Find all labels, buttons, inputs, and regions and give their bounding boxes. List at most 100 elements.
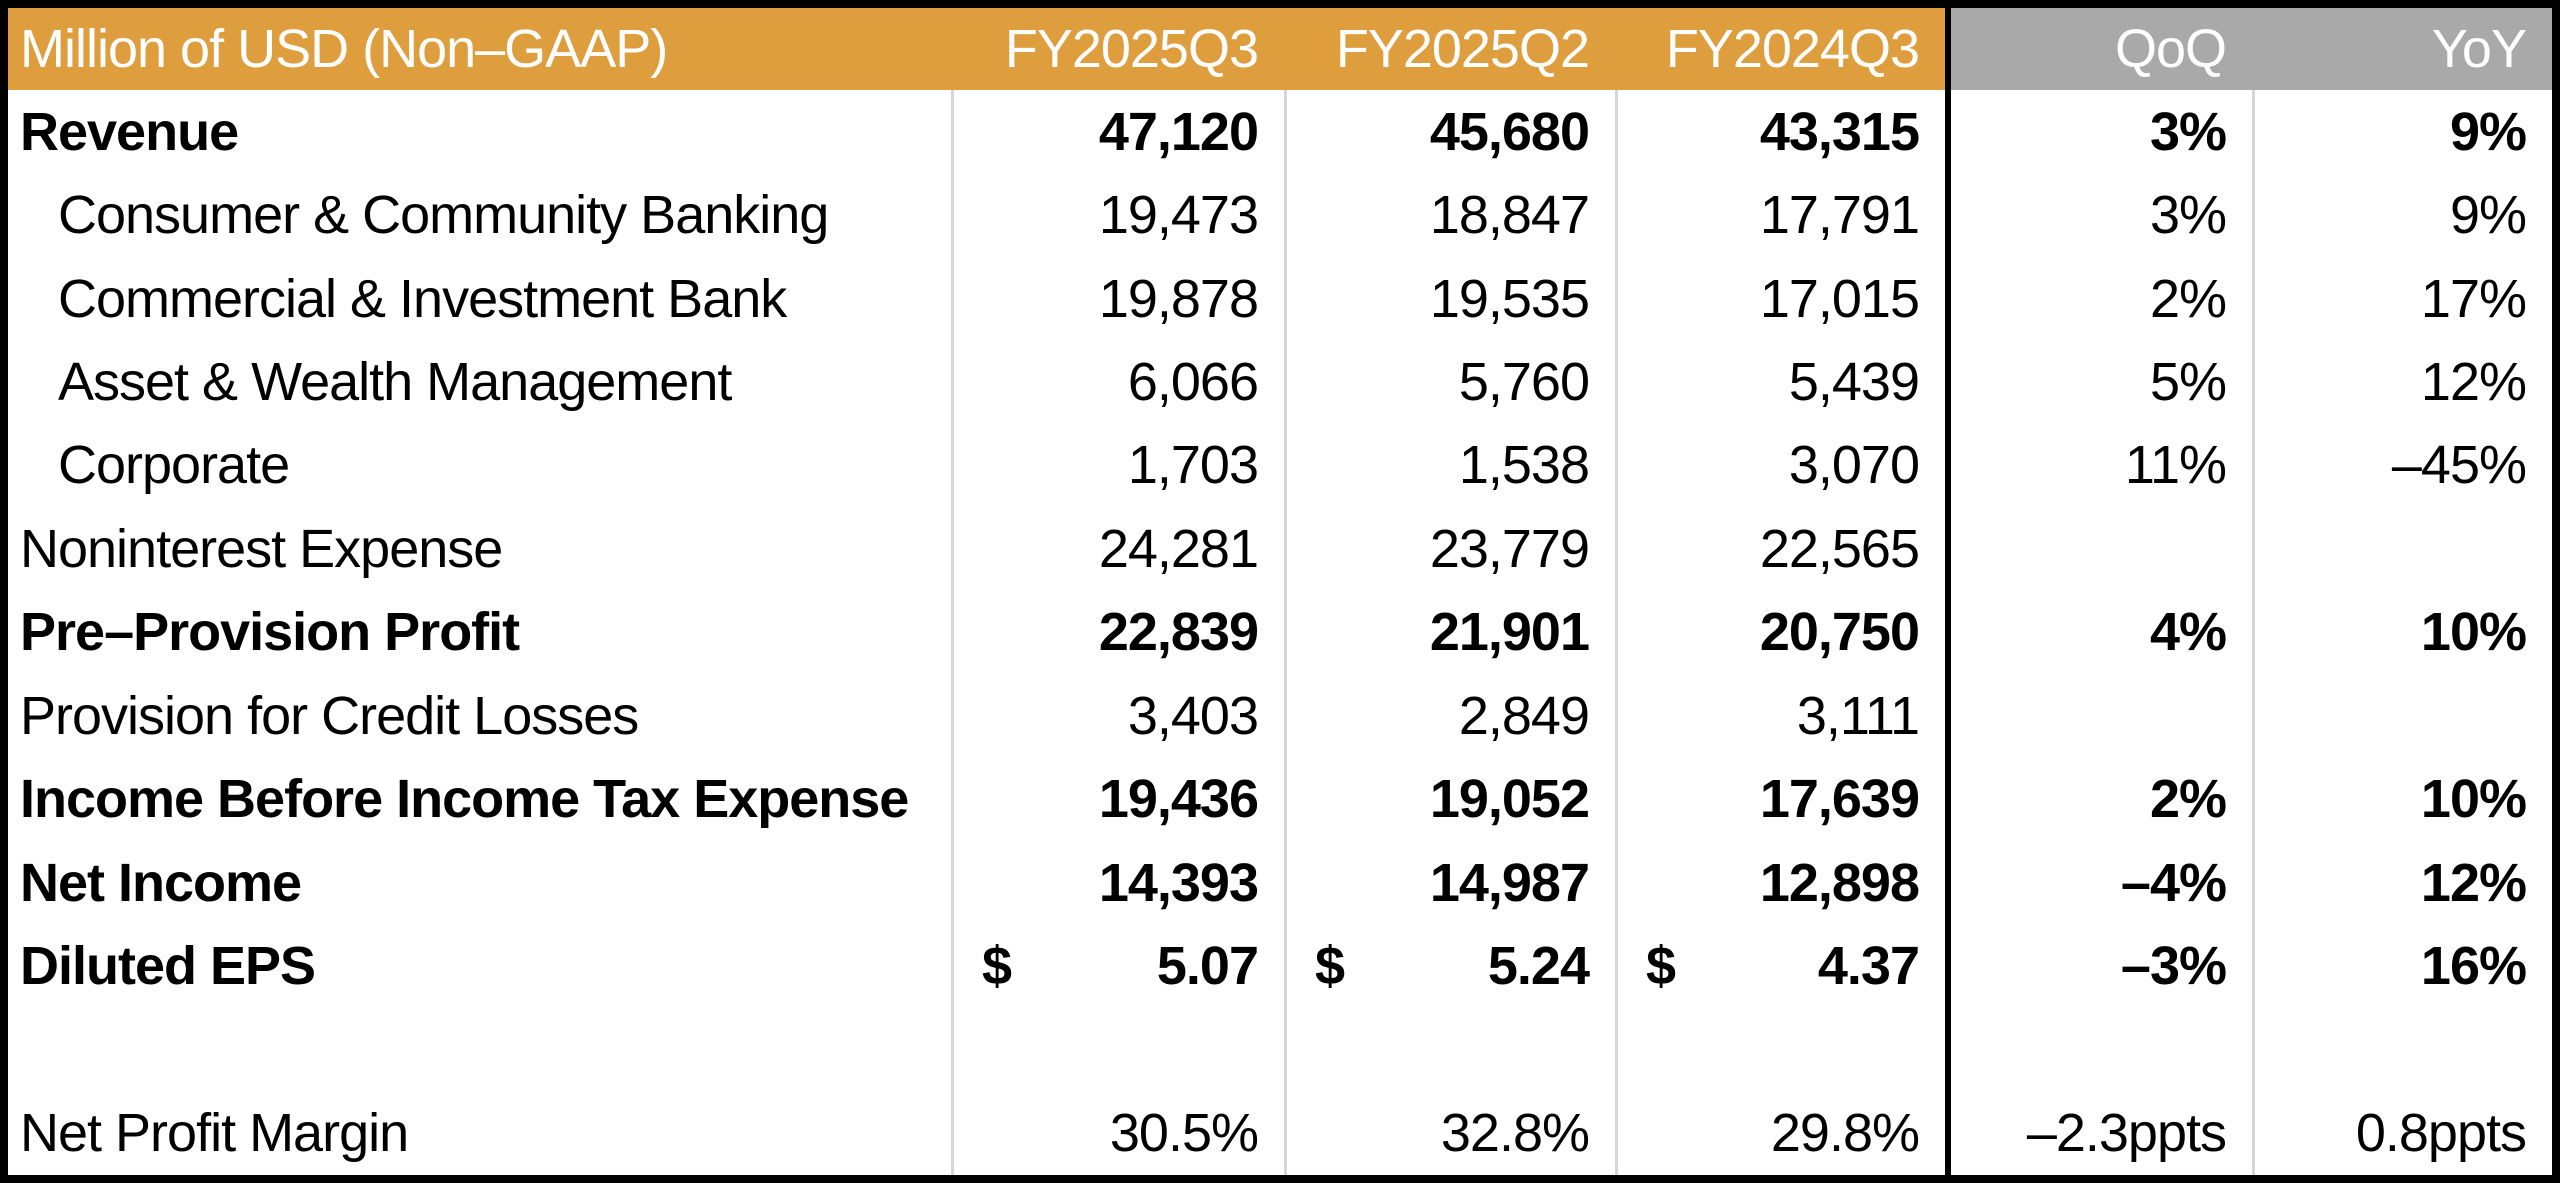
cell-fy2025q2: 5,760 [1284,340,1615,424]
row-label: Commercial & Investment Bank [58,268,787,329]
cell-fy2024q3: 3,111 [1615,674,1945,758]
row-label: Diluted EPS [20,936,316,997]
dollar-sign: $ [1315,936,1345,997]
cell-yoy: 10% [2252,590,2552,675]
cell-fy2025q3: 19,878 [951,256,1284,341]
table-row: Income Before Income Tax Expense 19,436 19… [8,757,2552,841]
header-yoy: YoY [2252,8,2552,90]
row-label: Net Profit Margin [20,1102,409,1163]
cell-fy2024q3: $4.37 [1615,924,1945,1008]
row-label: Corporate [58,435,290,496]
cell-value: 5.07 [1156,936,1259,997]
cell-yoy: 17% [2252,256,2552,341]
cell-fy2024q3: 12,898 [1615,840,1945,925]
cell-qoq [1945,507,2252,591]
row-label [8,1008,951,1091]
cell-value: 4.37 [1817,936,1920,997]
cell-fy2025q3: 1,703 [951,423,1284,508]
header-fy2024q3: FY2024Q3 [1615,8,1945,90]
cell-fy2025q2: 21,901 [1284,590,1615,675]
dollar-sign: $ [982,936,1012,997]
cell-fy2025q2: 19,052 [1284,757,1615,841]
cell-yoy [2252,674,2552,758]
cell-fy2025q3: 24,281 [951,507,1284,591]
table-row: Consumer & Community Banking 19,473 18,847… [8,173,2552,257]
cell-fy2025q3: 19,436 [951,757,1284,841]
cell-fy2025q2: 32.8% [1284,1091,1615,1175]
row-label: Consumer & Community Banking [58,185,829,246]
cell-fy2025q3: 47,120 [951,90,1284,174]
row-label: Pre–Provision Profit [20,602,520,663]
row-label: Income Before Income Tax Expense [20,769,909,830]
table-row: Asset & Wealth Management 6,066 5,760 5,439… [8,340,2552,424]
header-unit-label: Million of USD (Non–GAAP) [8,8,951,90]
cell-fy2024q3: 5,439 [1615,340,1945,424]
cell-qoq [1945,1007,2252,1092]
cell-fy2024q3: 17,639 [1615,757,1945,841]
cell-fy2025q2: 23,779 [1284,507,1615,591]
cell-fy2024q3: 3,070 [1615,423,1945,508]
table-row-empty [8,1007,2552,1092]
cell-fy2024q3: 17,791 [1615,173,1945,257]
cell-fy2025q3: 30.5% [951,1091,1284,1175]
cell-fy2025q3: 6,066 [951,340,1284,424]
row-label: Revenue [20,101,239,162]
cell-fy2024q3: 20,750 [1615,590,1945,675]
cell-fy2025q2: 18,847 [1284,173,1615,257]
table-row: Commercial & Investment Bank 19,878 19,535… [8,256,2552,341]
cell-yoy: 12% [2252,840,2552,925]
cell-fy2025q2 [1284,1007,1615,1092]
cell-qoq: 4% [1945,590,2252,675]
header-fy2025q3: FY2025Q3 [951,8,1284,90]
table-row: Pre–Provision Profit 22,839 21,901 20,750 4%… [8,590,2552,675]
table-row: Corporate 1,703 1,538 3,070 11% –45% [8,423,2552,508]
header-fy2025q2: FY2025Q2 [1284,8,1615,90]
row-label: Asset & Wealth Management [58,352,732,413]
cell-yoy: 16% [2252,924,2552,1008]
cell-fy2024q3: 17,015 [1615,256,1945,341]
cell-yoy: 10% [2252,757,2552,841]
row-label: Noninterest Expense [20,518,503,579]
header-qoq: QoQ [1945,8,2252,90]
cell-qoq [1945,674,2252,758]
cell-qoq: –4% [1945,840,2252,925]
cell-yoy: 9% [2252,173,2552,257]
row-label: Provision for Credit Losses [20,685,639,746]
cell-fy2025q2: 45,680 [1284,90,1615,174]
table-row: Noninterest Expense 24,281 23,779 22,565 [8,507,2552,591]
cell-qoq: 3% [1945,173,2252,257]
cell-fy2025q2: $5.24 [1284,924,1615,1008]
cell-yoy: 0.8ppts [2252,1091,2552,1175]
cell-qoq: 2% [1945,757,2252,841]
cell-yoy [2252,507,2552,591]
cell-yoy: 9% [2252,90,2552,174]
dollar-sign: $ [1646,936,1676,997]
table-header-row: Million of USD (Non–GAAP) FY2025Q3 FY202… [8,8,2552,90]
cell-yoy: 12% [2252,340,2552,424]
cell-qoq: 5% [1945,340,2252,424]
row-label: Net Income [20,852,302,913]
cell-fy2024q3: 29.8% [1615,1091,1945,1175]
cell-fy2025q2: 2,849 [1284,674,1615,758]
cell-fy2025q3 [951,1007,1284,1092]
cell-yoy: –45% [2252,423,2552,508]
table-row: Revenue 47,120 45,680 43,315 3% 9% [8,90,2552,174]
cell-qoq: –3% [1945,924,2252,1008]
cell-fy2025q2: 14,987 [1284,840,1615,925]
cell-fy2025q3: 14,393 [951,840,1284,925]
cell-value: 5.24 [1487,936,1590,997]
table-body: Revenue 47,120 45,680 43,315 3% 9% Consumer & … [8,90,2552,1175]
cell-fy2025q3: 19,473 [951,173,1284,257]
cell-fy2024q3 [1615,1007,1945,1092]
table-row: Diluted EPS $5.07 $5.24 $4.37 –3% 16% [8,924,2552,1008]
cell-fy2025q3: 22,839 [951,590,1284,675]
cell-fy2024q3: 22,565 [1615,507,1945,591]
cell-yoy [2252,1007,2552,1092]
cell-qoq: 2% [1945,256,2252,341]
cell-qoq: –2.3ppts [1945,1091,2252,1175]
table-row: Provision for Credit Losses 3,403 2,849 3,1… [8,674,2552,758]
cell-fy2025q2: 19,535 [1284,256,1615,341]
cell-qoq: 3% [1945,90,2252,174]
table-row: Net Profit Margin 30.5% 32.8% 29.8% –2.3ppts… [8,1091,2552,1175]
